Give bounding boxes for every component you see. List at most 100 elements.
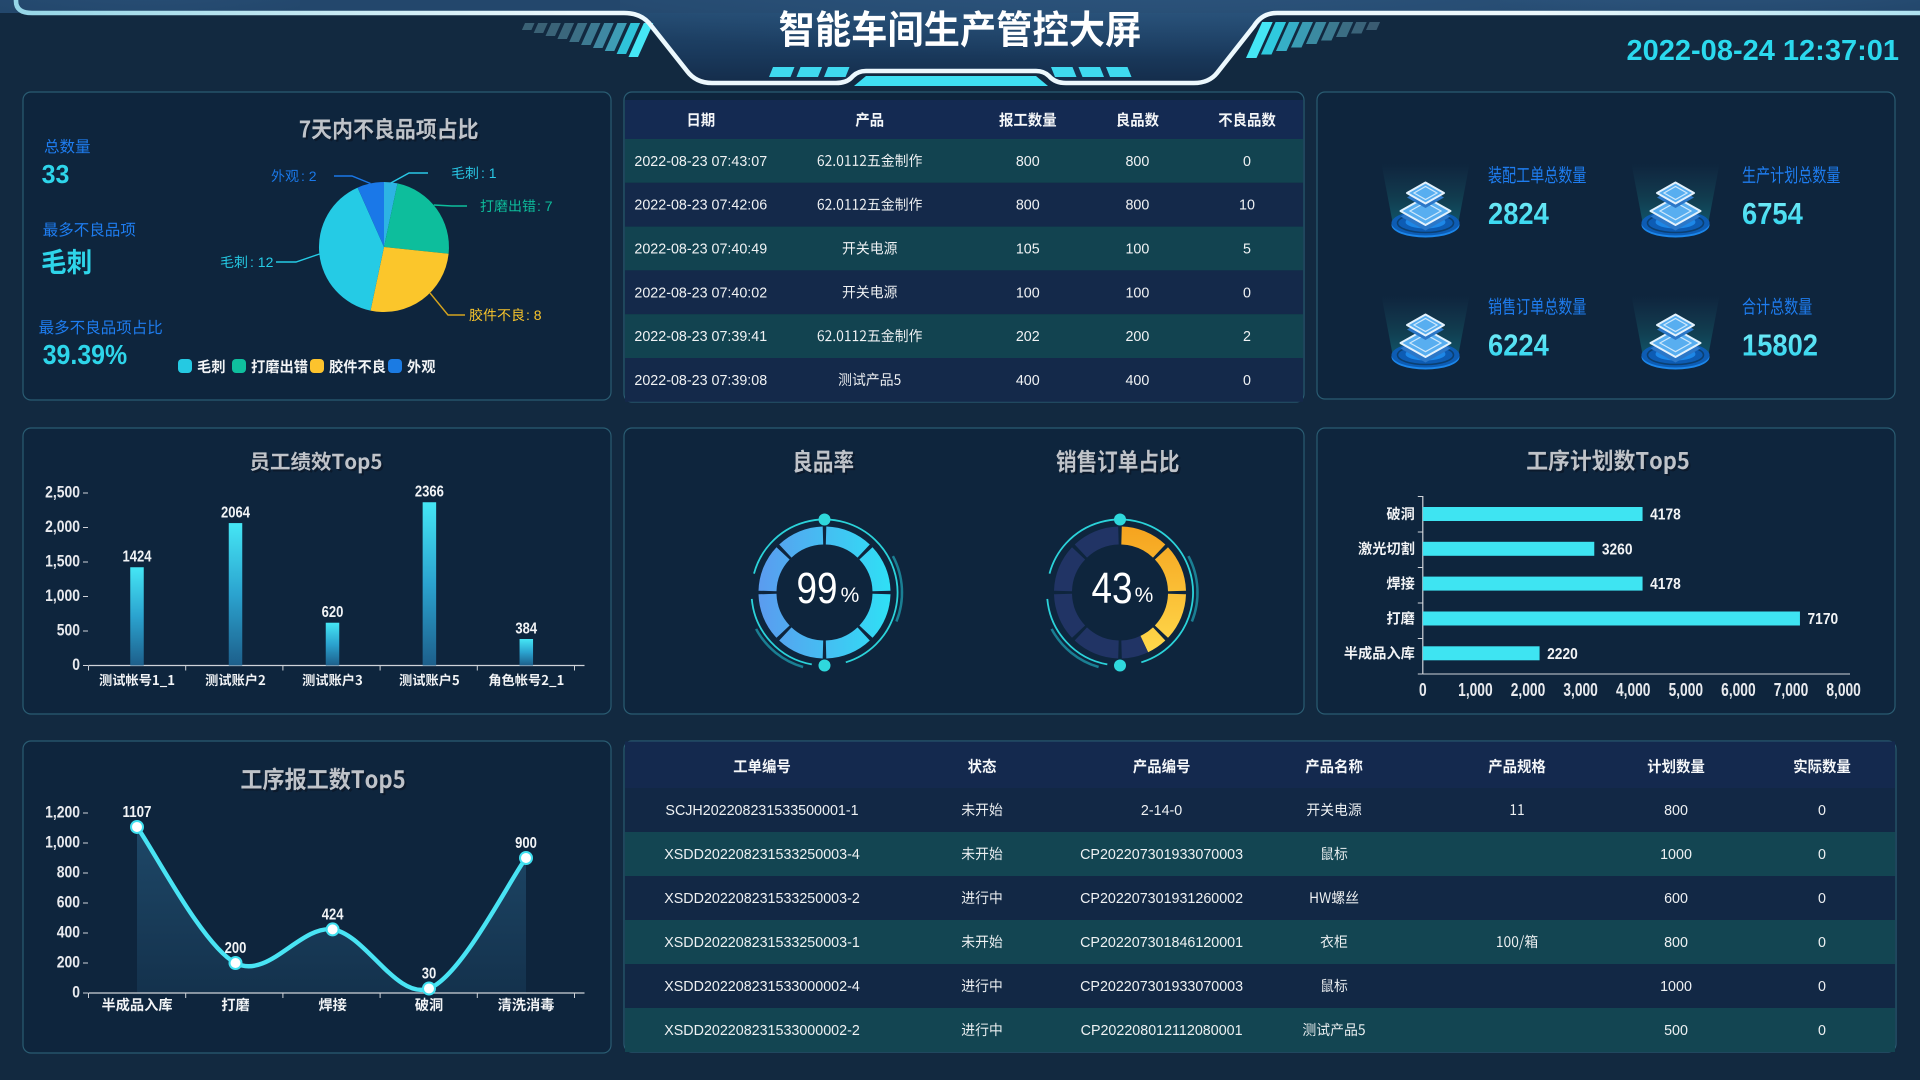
svg-text:0: 0	[1818, 803, 1826, 819]
svg-text:0: 0	[1818, 1023, 1826, 1039]
svg-text:7,000: 7,000	[1774, 679, 1808, 700]
svg-text:XSDD202208231533250003-1: XSDD202208231533250003-1	[664, 935, 860, 951]
svg-text:600: 600	[57, 892, 80, 911]
svg-text:800: 800	[1664, 803, 1688, 819]
svg-text:0: 0	[1818, 891, 1826, 907]
svg-text:2064: 2064	[221, 505, 250, 522]
svg-text:: 1: : 1	[481, 165, 497, 181]
svg-text:2824: 2824	[1488, 196, 1549, 231]
svg-text:424: 424	[322, 906, 344, 923]
svg-text:800: 800	[1664, 935, 1688, 951]
svg-text:: 8: : 8	[526, 307, 542, 323]
svg-text:2022-08-23 07:39:41: 2022-08-23 07:39:41	[634, 329, 767, 345]
svg-text:1,500: 1,500	[45, 551, 80, 570]
svg-text:200: 200	[225, 940, 247, 957]
svg-text:2366: 2366	[415, 484, 444, 501]
svg-text:15802: 15802	[1742, 328, 1818, 363]
svg-text:800: 800	[1125, 198, 1149, 214]
svg-text:6,000: 6,000	[1721, 679, 1755, 700]
svg-text:7170: 7170	[1808, 611, 1839, 628]
svg-text:100: 100	[1016, 285, 1040, 301]
svg-text:1,000: 1,000	[1458, 679, 1492, 700]
svg-text:2022-08-23 07:40:02: 2022-08-23 07:40:02	[634, 285, 767, 301]
svg-text:CP202208012112080001: CP202208012112080001	[1081, 1023, 1243, 1039]
svg-text:CP202207301846120001: CP202207301846120001	[1080, 935, 1243, 951]
svg-text:0: 0	[1818, 979, 1826, 995]
svg-text:99: 99	[797, 564, 838, 613]
svg-text:CP202207301931260002: CP202207301931260002	[1080, 891, 1243, 907]
svg-text:620: 620	[322, 604, 344, 621]
svg-text:: 12: : 12	[250, 254, 274, 270]
svg-text:6754: 6754	[1742, 196, 1803, 231]
svg-text:43: 43	[1092, 564, 1133, 613]
svg-text:4178: 4178	[1650, 507, 1681, 524]
svg-text:500: 500	[57, 620, 80, 639]
svg-text:10: 10	[1239, 198, 1255, 214]
svg-text:2022-08-24 12:37:01: 2022-08-24 12:37:01	[1627, 35, 1899, 67]
svg-text:1000: 1000	[1660, 847, 1692, 863]
svg-text:4,000: 4,000	[1616, 679, 1650, 700]
svg-text:XSDD202208231533000002-2: XSDD202208231533000002-2	[664, 1023, 860, 1039]
svg-text:800: 800	[1125, 154, 1149, 170]
svg-text:XSDD202208231533250003-4: XSDD202208231533250003-4	[664, 847, 860, 863]
svg-text:1,200: 1,200	[45, 802, 80, 821]
svg-text:0: 0	[1243, 154, 1251, 170]
svg-text:100: 100	[1125, 242, 1149, 258]
svg-text:2,000: 2,000	[1511, 679, 1545, 700]
svg-text:105: 105	[1016, 242, 1040, 258]
svg-text:900: 900	[515, 835, 537, 852]
svg-text:3,000: 3,000	[1563, 679, 1597, 700]
svg-text:384: 384	[515, 621, 537, 638]
svg-text:400: 400	[1016, 373, 1040, 389]
svg-text:5: 5	[1243, 242, 1251, 258]
svg-text:33: 33	[42, 159, 70, 189]
svg-text:2022-08-23 07:40:49: 2022-08-23 07:40:49	[634, 242, 767, 258]
svg-text:3260: 3260	[1602, 541, 1633, 558]
svg-text:400: 400	[1125, 373, 1149, 389]
svg-text:1107: 1107	[123, 804, 152, 821]
svg-text:100: 100	[1125, 285, 1149, 301]
svg-text:0: 0	[1818, 935, 1826, 951]
svg-text:%: %	[841, 584, 860, 607]
svg-text:: 7: : 7	[537, 198, 553, 214]
svg-text:5,000: 5,000	[1669, 679, 1703, 700]
svg-text:800: 800	[1016, 154, 1040, 170]
svg-text:SCJH202208231533500001-1: SCJH202208231533500001-1	[665, 803, 858, 819]
svg-text:XSDD202208231533000002-4: XSDD202208231533000002-4	[664, 979, 860, 995]
svg-text:2022-08-23 07:39:08: 2022-08-23 07:39:08	[634, 373, 767, 389]
svg-text:2-14-0: 2-14-0	[1141, 803, 1182, 819]
svg-text:2022-08-23 07:42:06: 2022-08-23 07:42:06	[634, 198, 767, 214]
svg-text:4178: 4178	[1650, 576, 1681, 593]
svg-text:0: 0	[1419, 679, 1427, 700]
svg-text:2022-08-23 07:43:07: 2022-08-23 07:43:07	[634, 154, 767, 170]
svg-text:0: 0	[1243, 373, 1251, 389]
svg-text:0: 0	[1818, 847, 1826, 863]
svg-text:500: 500	[1664, 1023, 1688, 1039]
svg-text:39.39%: 39.39%	[43, 339, 128, 370]
svg-text:XSDD202208231533250003-2: XSDD202208231533250003-2	[664, 891, 860, 907]
svg-text:CP202207301933070003: CP202207301933070003	[1080, 979, 1243, 995]
svg-text:8,000: 8,000	[1826, 679, 1860, 700]
svg-text:600: 600	[1664, 891, 1688, 907]
svg-text:202: 202	[1016, 329, 1040, 345]
svg-text:CP202207301933070003: CP202207301933070003	[1080, 847, 1243, 863]
svg-text:1,000: 1,000	[45, 832, 80, 851]
svg-text:0: 0	[72, 655, 80, 674]
svg-text:6224: 6224	[1488, 328, 1549, 363]
svg-text:30: 30	[422, 966, 437, 983]
svg-text:%: %	[1135, 584, 1154, 607]
svg-text:2,500: 2,500	[45, 482, 80, 501]
svg-text:400: 400	[57, 922, 80, 941]
svg-text:1,000: 1,000	[45, 586, 80, 605]
svg-text:0: 0	[1243, 285, 1251, 301]
svg-text:1424: 1424	[123, 549, 152, 566]
svg-text:800: 800	[57, 862, 80, 881]
svg-text:200: 200	[57, 952, 80, 971]
svg-text:200: 200	[1125, 329, 1149, 345]
svg-text:: 2: : 2	[301, 168, 317, 184]
svg-text:2: 2	[1243, 329, 1251, 345]
svg-text:2,000: 2,000	[45, 517, 80, 536]
svg-text:2220: 2220	[1547, 646, 1578, 663]
svg-text:800: 800	[1016, 198, 1040, 214]
svg-text:1000: 1000	[1660, 979, 1692, 995]
